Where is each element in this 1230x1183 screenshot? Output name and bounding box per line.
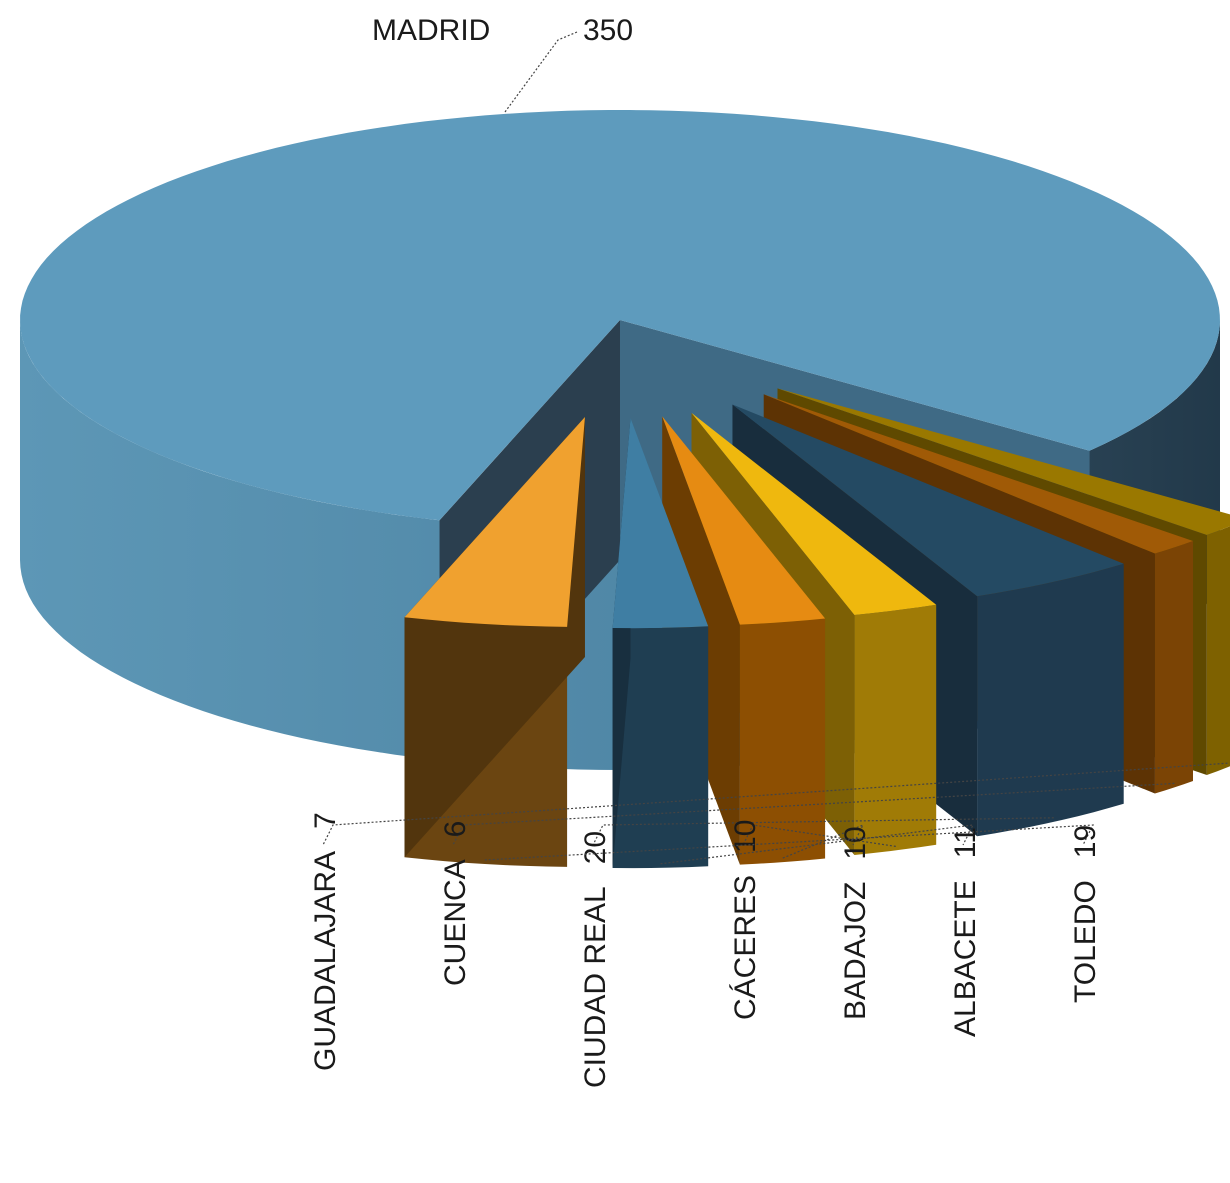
leader-line-madrid — [504, 31, 578, 113]
slice-face-c-ceres — [854, 604, 937, 855]
pie-wedges-layer — [404, 388, 1230, 869]
value-ciudad-real: 20 — [579, 831, 612, 864]
slice-top-ciudad-real — [732, 404, 1124, 597]
leader-line-cuenca — [452, 782, 1175, 846]
slice-top-albacete — [612, 418, 709, 629]
leader-line-c-ceres — [742, 824, 896, 847]
leader-line-guadalajara — [322, 762, 1228, 846]
leader-line-albacete — [660, 824, 975, 865]
leader-line-toledo — [484, 824, 1095, 861]
pie-labels-layer: MADRID 350 GUADALAJARA7 CUENCA6 CIUDAD REAL2… — [309, 14, 1228, 1088]
slice-top-guadalajara — [777, 388, 1230, 535]
label-toledo: TOLEDO19 — [1069, 825, 1102, 1003]
label-albacete: ALBACETE11 — [949, 827, 982, 1037]
value-madrid: 350 — [583, 14, 633, 47]
value-guadalajara: 7 — [309, 812, 342, 829]
value-badajoz: 10 — [839, 826, 872, 859]
slice-top-c-ceres — [691, 412, 937, 615]
label-ciudad-real: CIUDAD REAL20 — [579, 831, 612, 1088]
value-toledo: 19 — [1069, 825, 1102, 858]
leader-line-ciudad-real — [592, 817, 1054, 846]
value-cuenca: 6 — [439, 821, 472, 838]
label-c-ceres: CÁCERES10 — [729, 820, 762, 1020]
slice-face-ciudad-real — [977, 563, 1124, 837]
label-badajoz: BADAJOZ10 — [839, 826, 872, 1020]
label-cuenca: CUENCA6 — [439, 821, 472, 986]
slice-face-guadalajara — [1206, 526, 1230, 775]
slice-albacete — [612, 418, 709, 869]
label-guadalajara: GUADALAJARA7 — [309, 812, 342, 1071]
slice-face-badajoz — [739, 618, 826, 865]
label-madrid: MADRID — [372, 14, 490, 47]
slice-face-albacete — [612, 626, 709, 869]
slice-top-toledo — [404, 416, 585, 627]
slice-toledo — [404, 416, 585, 867]
slice-top-badajoz — [662, 416, 826, 625]
slice-face-cuenca — [1154, 541, 1193, 794]
value-c-ceres: 10 — [729, 820, 762, 853]
slice-madrid — [20, 110, 1221, 521]
slice-top-cuenca — [763, 394, 1193, 554]
